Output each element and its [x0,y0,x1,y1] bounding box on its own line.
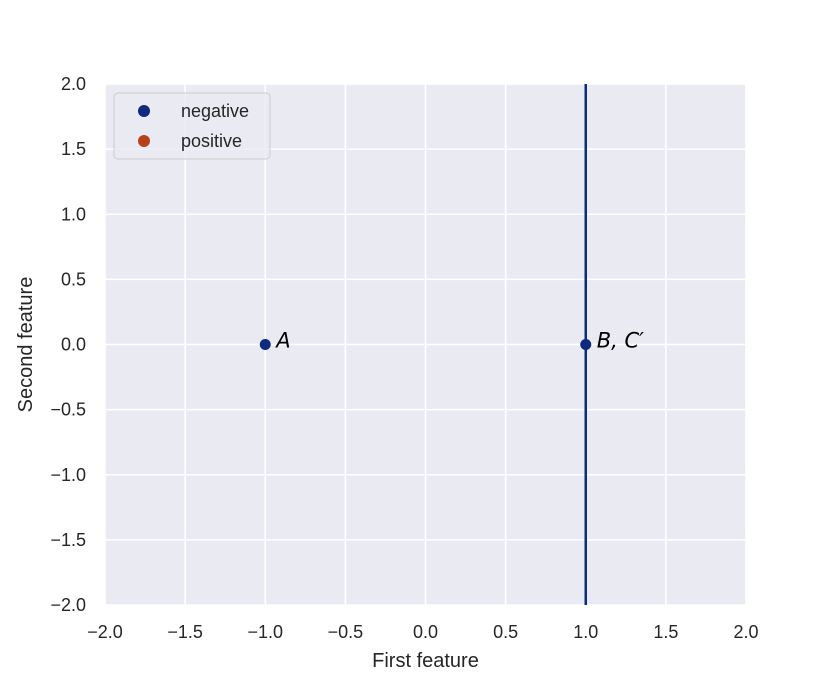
legend-box [113,92,271,160]
x-tick-label: −0.5 [328,622,364,642]
legend-marker-negative [138,105,150,117]
y-tick-label: 1.0 [61,204,86,224]
y-tick-label: 2.0 [61,74,86,94]
x-tick-label: 1.0 [573,622,598,642]
x-axis-label: First feature [372,650,479,672]
data-point-negative [580,339,592,350]
y-tick-labels: −2.0 −1.5 −1.0 −0.5 0.0 0.5 1.0 1.5 2.0 [50,74,86,615]
legend: negative positive [113,92,271,160]
y-tick-label: −2.0 [50,595,86,615]
y-tick-label: −1.0 [50,465,86,485]
data-point-label: A [274,329,290,353]
x-tick-labels: −2.0 −1.5 −1.0 −0.5 0.0 0.5 1.0 1.5 2.0 [87,622,758,642]
x-tick-label: −1.5 [167,622,203,642]
x-tick-label: 0.0 [413,622,438,642]
y-tick-label: 0.5 [61,269,86,289]
x-tick-label: 1.5 [653,622,678,642]
y-tick-label: 1.5 [61,139,86,159]
x-tick-label: −1.0 [247,622,283,642]
legend-label-positive: positive [181,131,242,151]
x-tick-label: 0.5 [493,622,518,642]
data-points: A B, C′ [259,329,644,353]
y-tick-label: −0.5 [50,400,86,420]
y-tick-label: 0.0 [61,335,86,355]
data-point-negative [259,339,271,350]
x-tick-label: −2.0 [87,622,123,642]
legend-label-negative: negative [181,101,249,121]
x-tick-label: 2.0 [733,622,758,642]
grid-lines [104,83,747,606]
y-tick-label: −1.5 [50,530,86,550]
legend-marker-positive [138,135,150,147]
data-point-label: B, C′ [597,329,644,353]
y-axis-label: Second feature [15,277,37,413]
